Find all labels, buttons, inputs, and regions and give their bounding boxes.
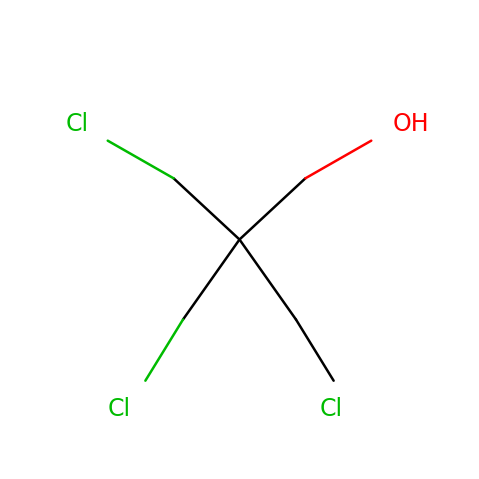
Text: Cl: Cl: [108, 397, 131, 421]
Text: OH: OH: [393, 112, 430, 136]
Text: Cl: Cl: [319, 397, 343, 421]
Text: Cl: Cl: [66, 112, 89, 136]
